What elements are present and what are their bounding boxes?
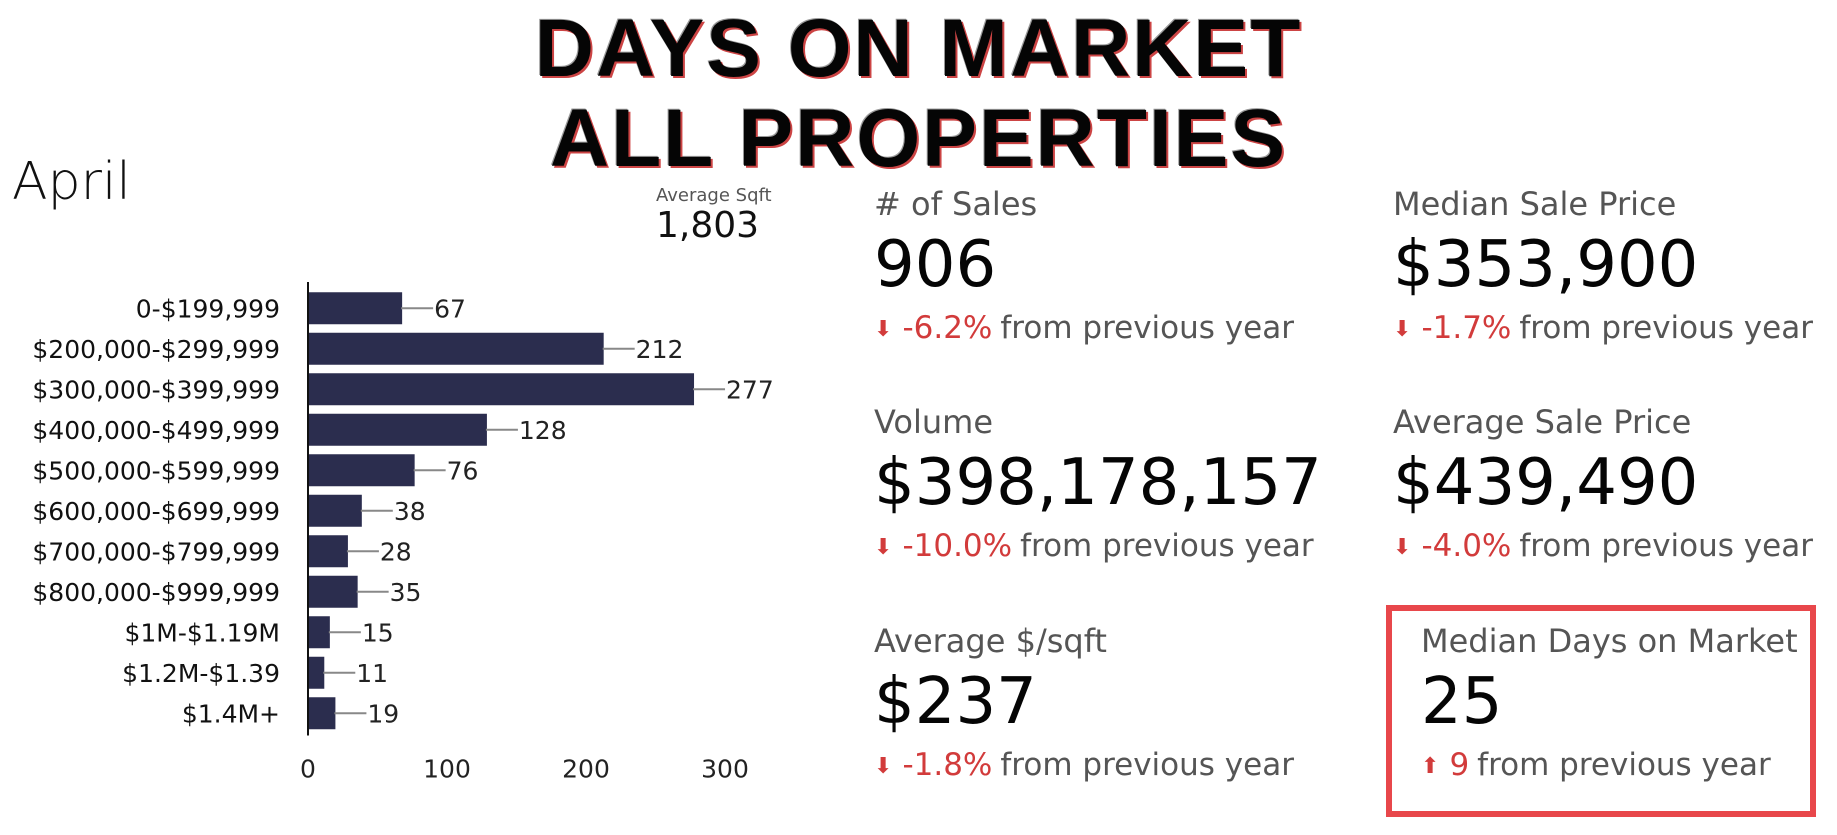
stat-value: $398,178,157 xyxy=(874,446,1322,520)
stat-value: 906 xyxy=(874,228,997,302)
highlight-box xyxy=(1386,605,1816,817)
stat-value: 25 xyxy=(1421,665,1503,739)
stat-delta: -6.2% xyxy=(902,309,993,346)
headline-line-1: DAYS ON MARKET xyxy=(534,3,1303,94)
category-label: $1M-$1.19M xyxy=(124,618,280,647)
category-label: $700,000-$799,999 xyxy=(32,537,280,566)
stat-suffix: from previous year xyxy=(1519,309,1813,346)
arrow-down-icon: ⬇ xyxy=(1393,534,1412,560)
category-label: 0-$199,999 xyxy=(136,294,280,323)
x-tick-label: 200 xyxy=(562,755,610,784)
stat-change: ⬆ 9 from previous year xyxy=(1421,747,1798,783)
bar xyxy=(309,292,403,325)
category-label: $800,000-$999,999 xyxy=(32,578,280,607)
stat-label: Median Days on Market xyxy=(1421,622,1798,660)
bar xyxy=(309,373,695,406)
month-label: April xyxy=(12,152,131,212)
stat-delta: -1.8% xyxy=(902,746,993,783)
stat-change: ⬇ -6.2% from previous year xyxy=(874,310,1294,346)
stat-average-price: Average Sale Price $439,490 ⬇ -4.0% from p… xyxy=(1393,403,1813,564)
stat-label: Average $/sqft xyxy=(874,622,1107,660)
stat-delta: 9 xyxy=(1449,746,1470,783)
stat-label: Volume xyxy=(874,403,994,441)
stat-sales: # of Sales 906 ⬇ -6.2% from previous year xyxy=(874,185,1294,346)
data-label: 128 xyxy=(519,416,567,445)
headline-line-2: ALL PROPERTIES xyxy=(549,93,1288,184)
arrow-up-icon: ⬆ xyxy=(1421,753,1440,779)
data-label: 38 xyxy=(394,497,426,526)
data-label: 277 xyxy=(726,375,774,404)
category-label: $400,000-$499,999 xyxy=(32,416,280,445)
stat-suffix: from previous year xyxy=(1519,527,1813,564)
data-label: 67 xyxy=(434,294,466,323)
bar xyxy=(309,616,330,649)
price-range-bar-chart: 0-$199,999 67 $200,000-$299,999 212 $300,000… xyxy=(32,282,774,784)
stat-median-days-on-market: Median Days on Market 25 ⬆ 9 from previous… xyxy=(1421,622,1798,783)
category-label: $600,000-$699,999 xyxy=(32,497,280,526)
bar xyxy=(309,332,604,365)
stat-label: Median Sale Price xyxy=(1393,185,1677,223)
bar xyxy=(309,697,336,730)
category-label: $1.4M+ xyxy=(182,699,280,728)
data-label: 19 xyxy=(367,699,399,728)
x-tick-label: 100 xyxy=(423,755,471,784)
data-label: 15 xyxy=(362,618,394,647)
stat-delta: -1.7% xyxy=(1421,309,1512,346)
arrow-down-icon: ⬇ xyxy=(1393,316,1412,342)
x-tick-label: 0 xyxy=(300,755,316,784)
category-label: $500,000-$599,999 xyxy=(32,456,280,485)
average-sqft-label: Average Sqft xyxy=(656,185,772,206)
arrow-down-icon: ⬇ xyxy=(874,316,893,342)
bar xyxy=(309,575,358,608)
data-label: 28 xyxy=(380,537,412,566)
category-label: $300,000-$399,999 xyxy=(32,375,280,404)
bar xyxy=(309,413,487,446)
x-tick-label: 300 xyxy=(701,755,749,784)
data-label: 212 xyxy=(636,335,684,364)
bar xyxy=(309,454,415,487)
stat-label: Average Sale Price xyxy=(1393,403,1692,441)
stat-suffix: from previous year xyxy=(1000,746,1294,783)
category-label: $200,000-$299,999 xyxy=(32,335,280,364)
stat-change: ⬇ -10.0% from previous year xyxy=(874,528,1322,564)
stat-suffix: from previous year xyxy=(1020,527,1314,564)
arrow-down-icon: ⬇ xyxy=(874,534,893,560)
stat-suffix: from previous year xyxy=(1000,309,1294,346)
arrow-down-icon: ⬇ xyxy=(874,753,893,779)
stat-value: $237 xyxy=(874,665,1037,739)
stat-change: ⬇ -1.8% from previous year xyxy=(874,747,1294,783)
stat-suffix: from previous year xyxy=(1477,746,1771,783)
bar xyxy=(309,494,362,527)
stat-median-price: Median Sale Price $353,900 ⬇ -1.7% from pr… xyxy=(1393,185,1813,346)
category-label: $1.2M-$1.39 xyxy=(122,659,280,688)
average-sqft-value: 1,803 xyxy=(656,205,760,246)
stat-change: ⬇ -1.7% from previous year xyxy=(1393,310,1813,346)
stat-value: $353,900 xyxy=(1393,228,1699,302)
stat-avg-per-sqft: Average $/sqft $237 ⬇ -1.8% from previous … xyxy=(874,622,1294,783)
stat-delta: -4.0% xyxy=(1421,527,1512,564)
stat-delta: -10.0% xyxy=(902,527,1013,564)
bar xyxy=(309,535,348,568)
bar xyxy=(309,656,325,689)
stat-change: ⬇ -4.0% from previous year xyxy=(1393,528,1813,564)
data-label: 11 xyxy=(356,659,388,688)
stat-value: $439,490 xyxy=(1393,446,1699,520)
data-label: 76 xyxy=(447,456,479,485)
stat-label: # of Sales xyxy=(874,185,1038,223)
stat-volume: Volume $398,178,157 ⬇ -10.0% from previous… xyxy=(874,403,1322,564)
data-label: 35 xyxy=(390,578,422,607)
